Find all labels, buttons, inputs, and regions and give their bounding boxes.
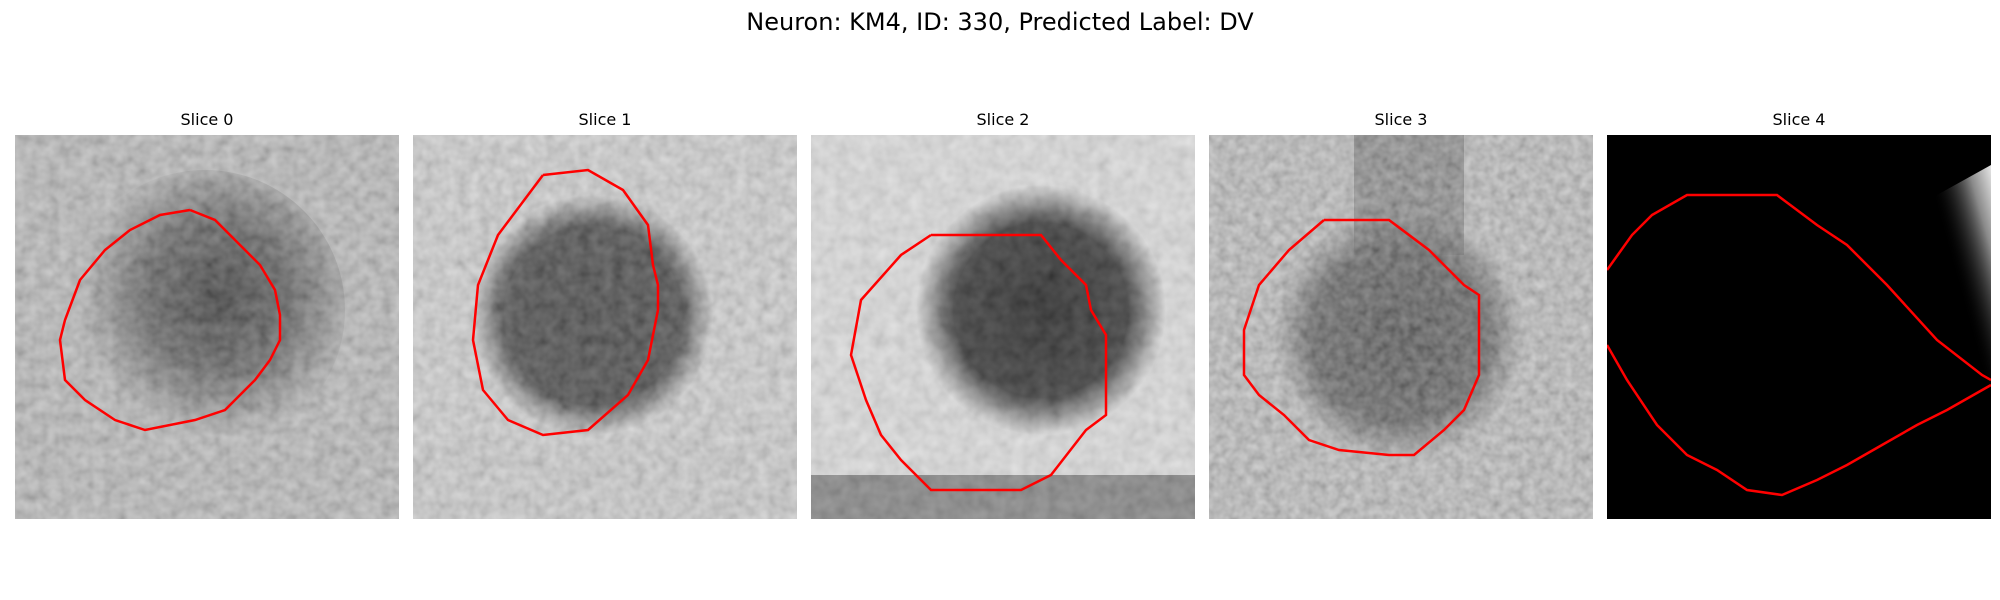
contour-line	[1242, 218, 1481, 457]
noise-overlay	[15, 135, 399, 519]
slice-title-2: Slice 2	[976, 110, 1030, 129]
slice-image-3	[1209, 135, 1593, 519]
slice-image-0	[15, 135, 399, 519]
bright-edge-region	[1907, 165, 1991, 465]
slice-panel-0: Slice 0	[15, 110, 399, 520]
slice-image-2	[811, 135, 1195, 519]
contour-line	[471, 168, 660, 437]
slice-panel-1: Slice 1	[413, 110, 797, 520]
slice-panel-4: Slice 4	[1607, 110, 1991, 520]
noise-overlay	[413, 135, 797, 519]
slice-title-0: Slice 0	[180, 110, 234, 129]
slice-title-4: Slice 4	[1772, 110, 1826, 129]
contour-line-lower	[1607, 344, 1991, 497]
figure-title: Neuron: KM4, ID: 330, Predicted Label: D…	[746, 8, 1254, 36]
slice-title-3: Slice 3	[1374, 110, 1428, 129]
contour-line	[849, 233, 1108, 492]
slice-image-1	[413, 135, 797, 519]
noise-overlay	[1209, 135, 1593, 519]
noise-overlay	[811, 135, 1195, 519]
slice-title-1: Slice 1	[578, 110, 632, 129]
slice-image-4	[1607, 135, 1991, 519]
contour-line-upper	[1607, 193, 1991, 382]
slice-panel-2: Slice 2	[811, 110, 1195, 520]
contour-line	[58, 208, 282, 432]
slice-panel-3: Slice 3	[1209, 110, 1593, 520]
